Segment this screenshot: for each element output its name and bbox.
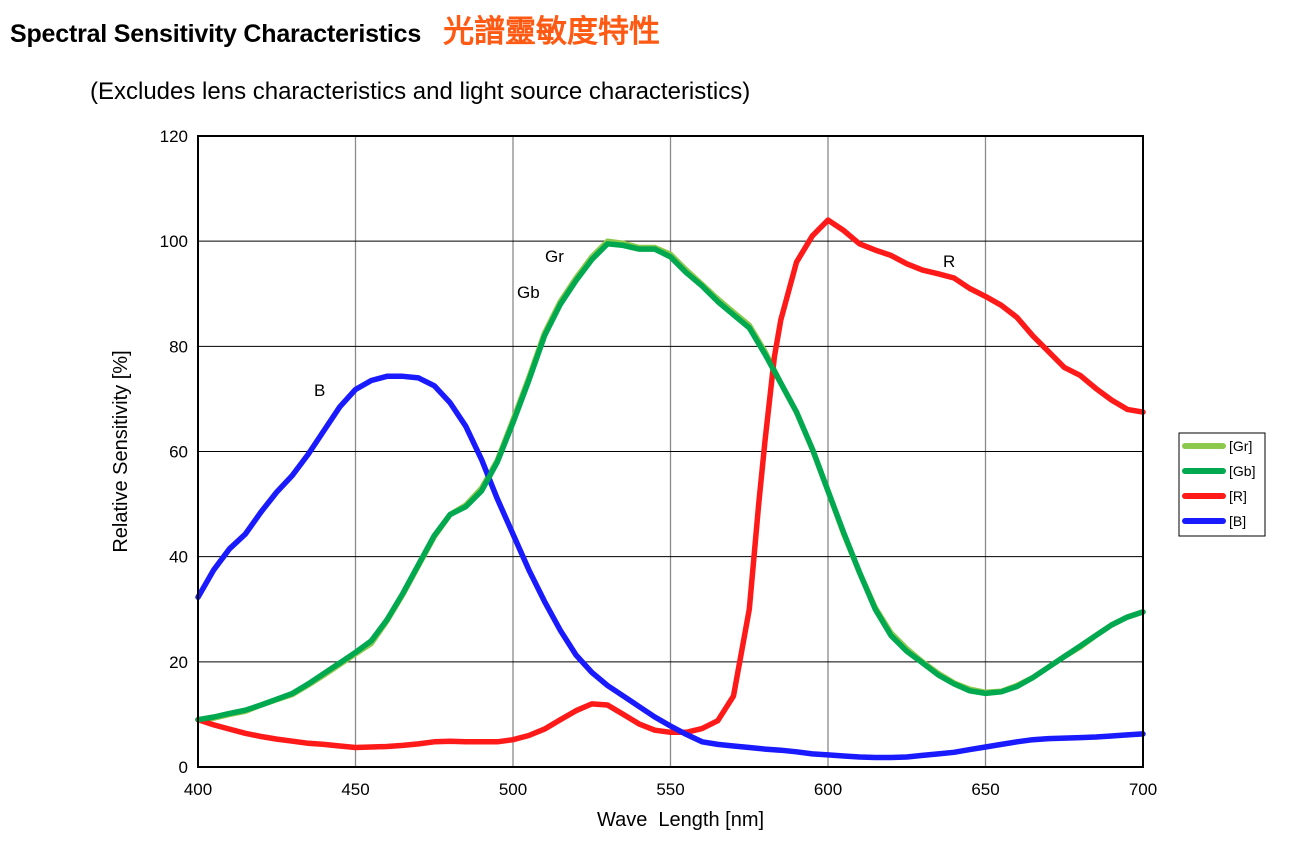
x-tick-label: 700	[1129, 780, 1157, 799]
legend-label: [Gr]	[1229, 438, 1252, 454]
x-tick-label: 450	[341, 780, 369, 799]
x-tick-label: 600	[814, 780, 842, 799]
legend: [Gr] [Gb] [R] [B]	[1178, 432, 1266, 537]
y-tick-label: 0	[179, 758, 188, 777]
legend-label: [R]	[1229, 488, 1247, 504]
y-tick-label: 20	[169, 653, 188, 672]
page-title-japanese: 光譜靈敏度特性	[443, 14, 661, 50]
page-header: Spectral Sensitivity Characteristics 光譜靈…	[10, 6, 660, 51]
legend-label: [B]	[1229, 513, 1246, 529]
y-tick-label: 100	[160, 232, 188, 251]
series-line-b	[195, 373, 1146, 761]
annotation-b: B	[314, 381, 325, 400]
series-line-gb	[195, 241, 1146, 723]
y-tick-label: 60	[169, 443, 188, 462]
page-title: Spectral Sensitivity Characteristics	[10, 20, 422, 48]
annotation-r: R	[943, 252, 955, 271]
plot-frame	[197, 135, 1144, 768]
x-tick-label: 550	[656, 780, 684, 799]
grid-layer	[198, 136, 1143, 767]
annotation-gb: Gb	[517, 283, 540, 302]
y-axis-label: Relative Sensitivity [%]	[110, 350, 132, 552]
legend-label: [Gb]	[1229, 463, 1255, 479]
x-axis-label: Wave Length [nm]	[597, 809, 764, 831]
y-tick-label: 40	[169, 548, 188, 567]
x-tick-label: 500	[499, 780, 527, 799]
tick-labels: 400 450 500 550 600 650 700 0 20 40 60 80 100 120	[160, 127, 1158, 799]
curve-annotations: Gr Gb R B	[314, 247, 955, 400]
annotation-gr: Gr	[545, 247, 564, 266]
x-tick-label: 650	[971, 780, 999, 799]
y-tick-label: 80	[169, 337, 188, 356]
x-tick-label: 400	[184, 780, 212, 799]
chart-subtitle: (Excludes lens characteristics and light…	[90, 78, 751, 105]
y-tick-label: 120	[160, 127, 188, 146]
series-layer	[195, 217, 1146, 761]
